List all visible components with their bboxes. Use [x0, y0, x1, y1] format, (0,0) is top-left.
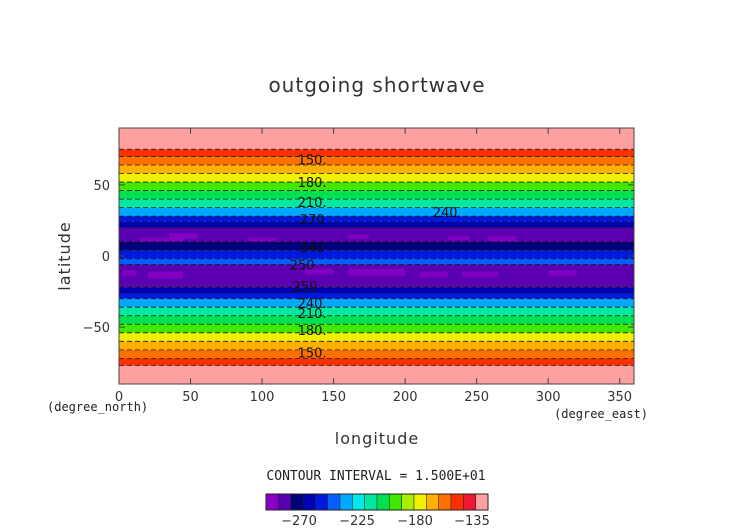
contour-interval-text: CONTOUR INTERVAL = 1.500E+01 — [266, 469, 485, 484]
minimum-patch — [147, 271, 184, 279]
colorbar-swatch — [302, 493, 316, 511]
colorbar-tick-label: −180 — [397, 514, 433, 529]
x-tick-label: 50 — [182, 390, 199, 405]
minimum-patch — [462, 271, 499, 278]
colorbar-swatch — [364, 493, 378, 511]
colorbar-swatch — [475, 493, 489, 511]
colorbar-tick-label: −225 — [339, 514, 375, 529]
heatmap-band — [119, 365, 634, 384]
colorbar-swatch — [315, 493, 328, 511]
heatmap-band — [119, 258, 634, 265]
colorbar — [265, 493, 489, 511]
x-axis-label: longitude — [335, 429, 419, 448]
x-tick-label: 250 — [464, 390, 489, 405]
heatmap-bands — [119, 128, 634, 384]
x-unit-label: (degree_east) — [554, 407, 648, 421]
x-tick-label: 350 — [607, 390, 632, 405]
heatmap-band — [119, 307, 634, 316]
contour-label: 150. — [298, 347, 327, 362]
heatmap-band — [119, 315, 634, 325]
heatmap-band — [119, 349, 634, 359]
contour-label: 250 — [293, 280, 318, 295]
contour-label: 240 — [300, 241, 325, 256]
contour-label: 180. — [298, 176, 327, 191]
colorbar-swatch — [265, 493, 279, 511]
minimum-patch — [419, 271, 449, 278]
contour-label: 180. — [298, 324, 327, 339]
colorbar-swatch — [426, 493, 439, 511]
colorbar-frame — [265, 493, 489, 511]
heatmap-band — [119, 358, 634, 366]
colorbar-swatch — [463, 493, 476, 511]
minimum-patch — [304, 268, 334, 275]
heatmap-band — [119, 287, 634, 293]
heatmap-band — [119, 324, 634, 333]
colorbar-swatch — [389, 493, 402, 511]
heatmap-band — [119, 207, 634, 217]
contour-labels: 150.180.210.240270240250250240.210.180.1… — [290, 153, 458, 361]
heatmap-band — [119, 292, 634, 299]
x-tick-label: 300 — [536, 390, 561, 405]
contour-label: 240. — [298, 297, 327, 312]
colorbar-swatch — [376, 493, 390, 511]
contour-label: 210. — [298, 196, 327, 211]
plot-area: 150.180.210.240270240250250240.210.180.1… — [118, 127, 635, 385]
x-tick-label: 150 — [321, 390, 346, 405]
heatmap-band — [119, 173, 634, 183]
x-axis: 0 50 100 150 200 250 300 350 — [115, 128, 632, 405]
x-tick-label: 200 — [393, 390, 418, 405]
heatmap-band — [119, 332, 634, 342]
contour-label: 150. — [298, 153, 327, 168]
heatmap-band — [119, 190, 634, 200]
heatmap-band — [119, 250, 634, 259]
minimum-patch — [121, 270, 137, 276]
colorbar-swatch — [290, 493, 304, 511]
colorbar-swatch — [278, 493, 291, 511]
minimum-patch — [347, 268, 406, 276]
colorbar-swatch — [438, 493, 452, 511]
heatmap-band — [119, 221, 634, 228]
heatmap-band — [119, 341, 634, 350]
heatmap-band — [119, 164, 634, 174]
heatmap-band — [119, 128, 634, 150]
y-tick-label: 50 — [93, 179, 110, 194]
minimum-patch — [247, 237, 277, 242]
colorbar-tick-label: −270 — [281, 514, 317, 529]
heatmap-band — [119, 298, 634, 308]
contour-label: 240 — [433, 206, 458, 221]
colorbar-swatch — [450, 493, 464, 511]
minimum-patch — [169, 233, 198, 239]
heatmap-band — [119, 199, 634, 208]
chart-title: outgoing shortwave — [268, 73, 485, 97]
contour-label: 210. — [298, 307, 327, 322]
colorbar-swatch — [352, 493, 365, 511]
colorbar-ticks: −270 −225 −180 −135 — [281, 514, 490, 529]
heatmap-band — [119, 182, 634, 191]
y-axis: −50 0 50 — [83, 179, 634, 336]
x-tick-label: 0 — [115, 390, 123, 405]
colorbar-swatch — [413, 493, 427, 511]
colorbar-swatch — [327, 493, 341, 511]
contour-label: 250 — [290, 259, 315, 274]
heatmap-band — [119, 149, 634, 157]
y-tick-label: −50 — [83, 321, 110, 336]
minimum-patches — [121, 233, 577, 279]
y-unit-label: (degree_north) — [47, 400, 148, 414]
contour-label: 270 — [300, 213, 325, 228]
y-tick-label: 0 — [102, 250, 110, 265]
colorbar-swatch — [401, 493, 415, 511]
heatmap-band — [119, 241, 634, 251]
minimum-patch — [347, 234, 370, 239]
colorbar-swatch — [339, 493, 353, 511]
x-tick-label: 100 — [250, 390, 275, 405]
minimum-patch — [448, 236, 470, 241]
y-axis-label: latitude — [55, 221, 74, 290]
heatmap-band — [119, 216, 634, 222]
colorbar-tick-label: −135 — [454, 514, 490, 529]
contour-lines — [119, 148, 634, 366]
minimum-patch — [548, 270, 577, 276]
minimum-patch — [488, 236, 517, 242]
heatmap-band — [119, 156, 634, 165]
